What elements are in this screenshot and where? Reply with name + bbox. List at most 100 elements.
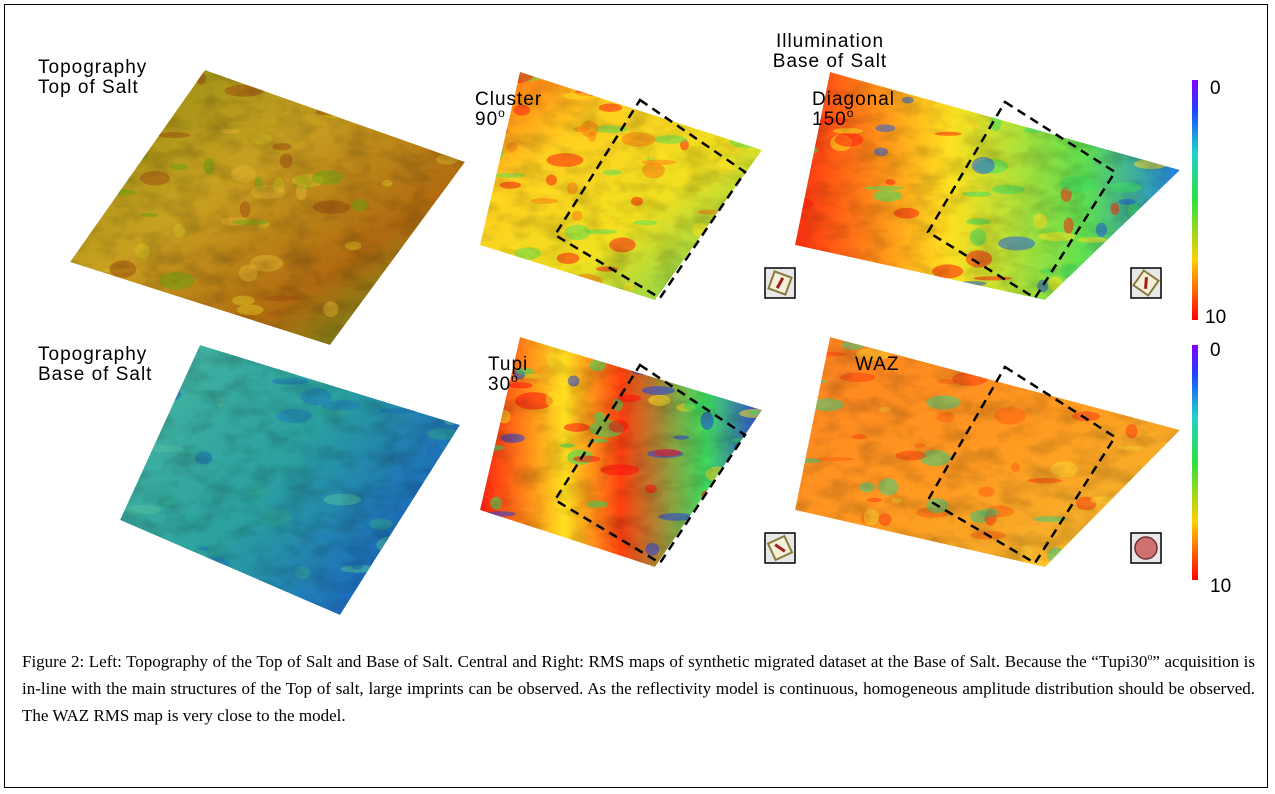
colorbar — [1192, 80, 1198, 320]
texture — [1072, 276, 1083, 293]
survey-outline — [553, 98, 747, 300]
map-image — [795, 337, 1180, 567]
texture — [120, 434, 140, 440]
texture — [886, 77, 919, 89]
panel-label: WAZ — [855, 355, 900, 375]
texture — [632, 337, 658, 353]
texture — [1033, 354, 1057, 361]
texture — [1070, 100, 1084, 117]
texture — [112, 128, 135, 135]
texture — [1152, 88, 1180, 94]
texture — [695, 366, 734, 384]
panel-label: Topography Base of Salt — [38, 345, 152, 385]
texture — [1088, 73, 1112, 82]
label-line: Diagonal — [812, 89, 895, 110]
texture — [539, 281, 556, 296]
superscript: o — [846, 106, 855, 120]
map-image — [480, 337, 762, 567]
texture — [306, 90, 327, 97]
texture — [749, 525, 758, 542]
texture — [1138, 344, 1166, 353]
caption: Figure 2: Left: Topography of the Top of… — [22, 648, 1255, 729]
map-image — [70, 70, 465, 345]
map-image — [120, 345, 460, 615]
texture — [859, 283, 876, 300]
label-line: 150 — [812, 109, 847, 130]
panel-label: Tupi 30o — [488, 355, 528, 395]
texture — [795, 404, 811, 415]
texture — [872, 282, 893, 293]
texture — [443, 481, 460, 489]
texture — [1088, 392, 1100, 403]
texture — [620, 353, 649, 362]
texture — [135, 541, 167, 550]
title-line: Base of Salt — [772, 51, 888, 72]
texture — [409, 390, 448, 406]
texture — [886, 275, 916, 293]
column-title: Illumination Base of Salt — [750, 32, 910, 72]
texture — [78, 162, 102, 181]
texture — [901, 347, 932, 354]
label-line: 90 — [475, 109, 499, 130]
label-line: Cluster — [475, 89, 543, 110]
texture — [1090, 387, 1103, 403]
texture — [700, 236, 731, 249]
texture — [137, 399, 151, 411]
texture — [672, 72, 685, 80]
icon-line — [1144, 277, 1148, 289]
texture — [1166, 72, 1178, 80]
texture — [441, 513, 460, 529]
texture — [639, 99, 677, 112]
texture — [480, 291, 496, 299]
panel-label: Topography Top of Salt — [38, 58, 147, 98]
texture — [334, 345, 358, 351]
label-line: WAZ — [855, 354, 900, 375]
texture — [1037, 345, 1068, 364]
texture — [744, 480, 762, 490]
superscript: o — [511, 371, 519, 385]
texture — [221, 588, 236, 597]
texture — [444, 206, 454, 217]
texture — [388, 114, 408, 124]
texture — [920, 72, 938, 85]
panel-label: Cluster 90o — [475, 90, 542, 130]
texture — [375, 105, 389, 110]
texture — [248, 345, 276, 356]
texture — [558, 297, 568, 300]
label-line: Base of Salt — [38, 364, 153, 385]
texture — [1168, 382, 1180, 393]
texture — [960, 347, 998, 365]
texture — [171, 328, 180, 338]
texture — [888, 287, 911, 295]
texture — [660, 72, 669, 78]
texture — [838, 542, 877, 558]
map-noise — [480, 72, 762, 300]
texture — [745, 272, 761, 279]
texture — [719, 494, 753, 502]
texture — [626, 337, 640, 349]
texture — [824, 257, 858, 273]
texture — [422, 544, 436, 553]
texture — [223, 578, 255, 587]
label-line: Top of Salt — [38, 77, 139, 98]
texture — [733, 250, 762, 258]
texture — [700, 235, 726, 248]
texture — [410, 322, 431, 340]
texture — [1045, 72, 1060, 80]
colorbar — [1192, 345, 1198, 580]
texture — [232, 331, 270, 341]
texture — [256, 78, 274, 90]
texture — [654, 354, 668, 369]
texture — [70, 105, 95, 120]
superscript: o — [498, 106, 506, 120]
texture — [373, 345, 407, 355]
texture — [717, 520, 728, 525]
texture — [120, 562, 137, 577]
texture — [271, 334, 300, 345]
texture — [420, 300, 453, 314]
texture — [1029, 101, 1038, 108]
texture — [1119, 395, 1131, 412]
texture — [795, 376, 814, 385]
